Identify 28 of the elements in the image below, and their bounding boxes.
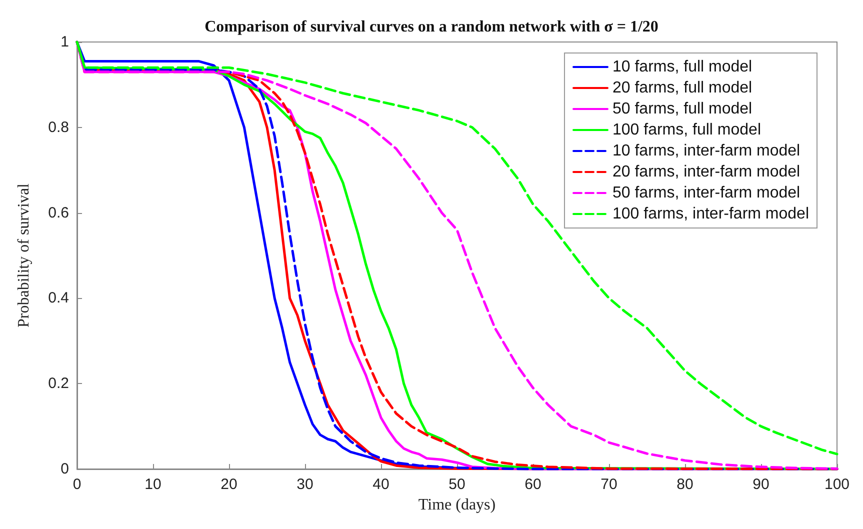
x-tick-label: 60 (524, 476, 542, 493)
legend-label: 100 farms, full model (612, 122, 762, 138)
x-tick-label: 0 (72, 476, 82, 493)
x-tick-label: 40 (372, 476, 390, 493)
x-tick-label: 80 (676, 476, 694, 493)
y-tick-label: 0 (60, 460, 69, 478)
y-axis-title: Probability of survival (16, 182, 32, 328)
legend-label: 20 farms, inter-farm model (612, 164, 800, 180)
x-tick-label: 50 (448, 476, 466, 493)
y-tick-label: 1 (60, 34, 69, 50)
x-tick-label: 30 (296, 476, 314, 493)
x-tick-label: 70 (600, 476, 618, 493)
y-tick-label: 0.2 (48, 375, 69, 392)
legend-label: 10 farms, inter-farm model (612, 142, 800, 160)
y-tick-label: 0.8 (48, 118, 69, 136)
y-tick-label: 0.6 (48, 204, 69, 222)
x-tick-label: 20 (220, 476, 238, 493)
chart-title: Comparison of survival curves on a random network with σ = 1/20 (204, 18, 658, 36)
legend-label: 50 farms, inter-farm model (612, 184, 800, 202)
x-tick-label: 100 (824, 476, 850, 493)
x-tick-label: 90 (752, 476, 770, 493)
legend-label: 100 farms, inter-farm model (612, 206, 810, 222)
x-axis-title: Time (days) (418, 496, 496, 514)
x-tick-label: 10 (144, 476, 162, 493)
legend-label: 50 farms, full model (612, 100, 752, 118)
y-tick-label: 0.4 (48, 290, 69, 307)
legend-label: 20 farms, full model (612, 80, 752, 96)
legend-label: 10 farms, full model (612, 58, 752, 76)
